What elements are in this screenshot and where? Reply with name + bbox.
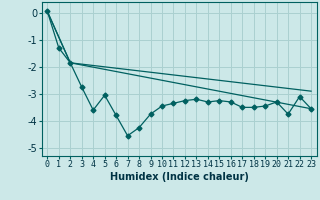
X-axis label: Humidex (Indice chaleur): Humidex (Indice chaleur)	[110, 172, 249, 182]
